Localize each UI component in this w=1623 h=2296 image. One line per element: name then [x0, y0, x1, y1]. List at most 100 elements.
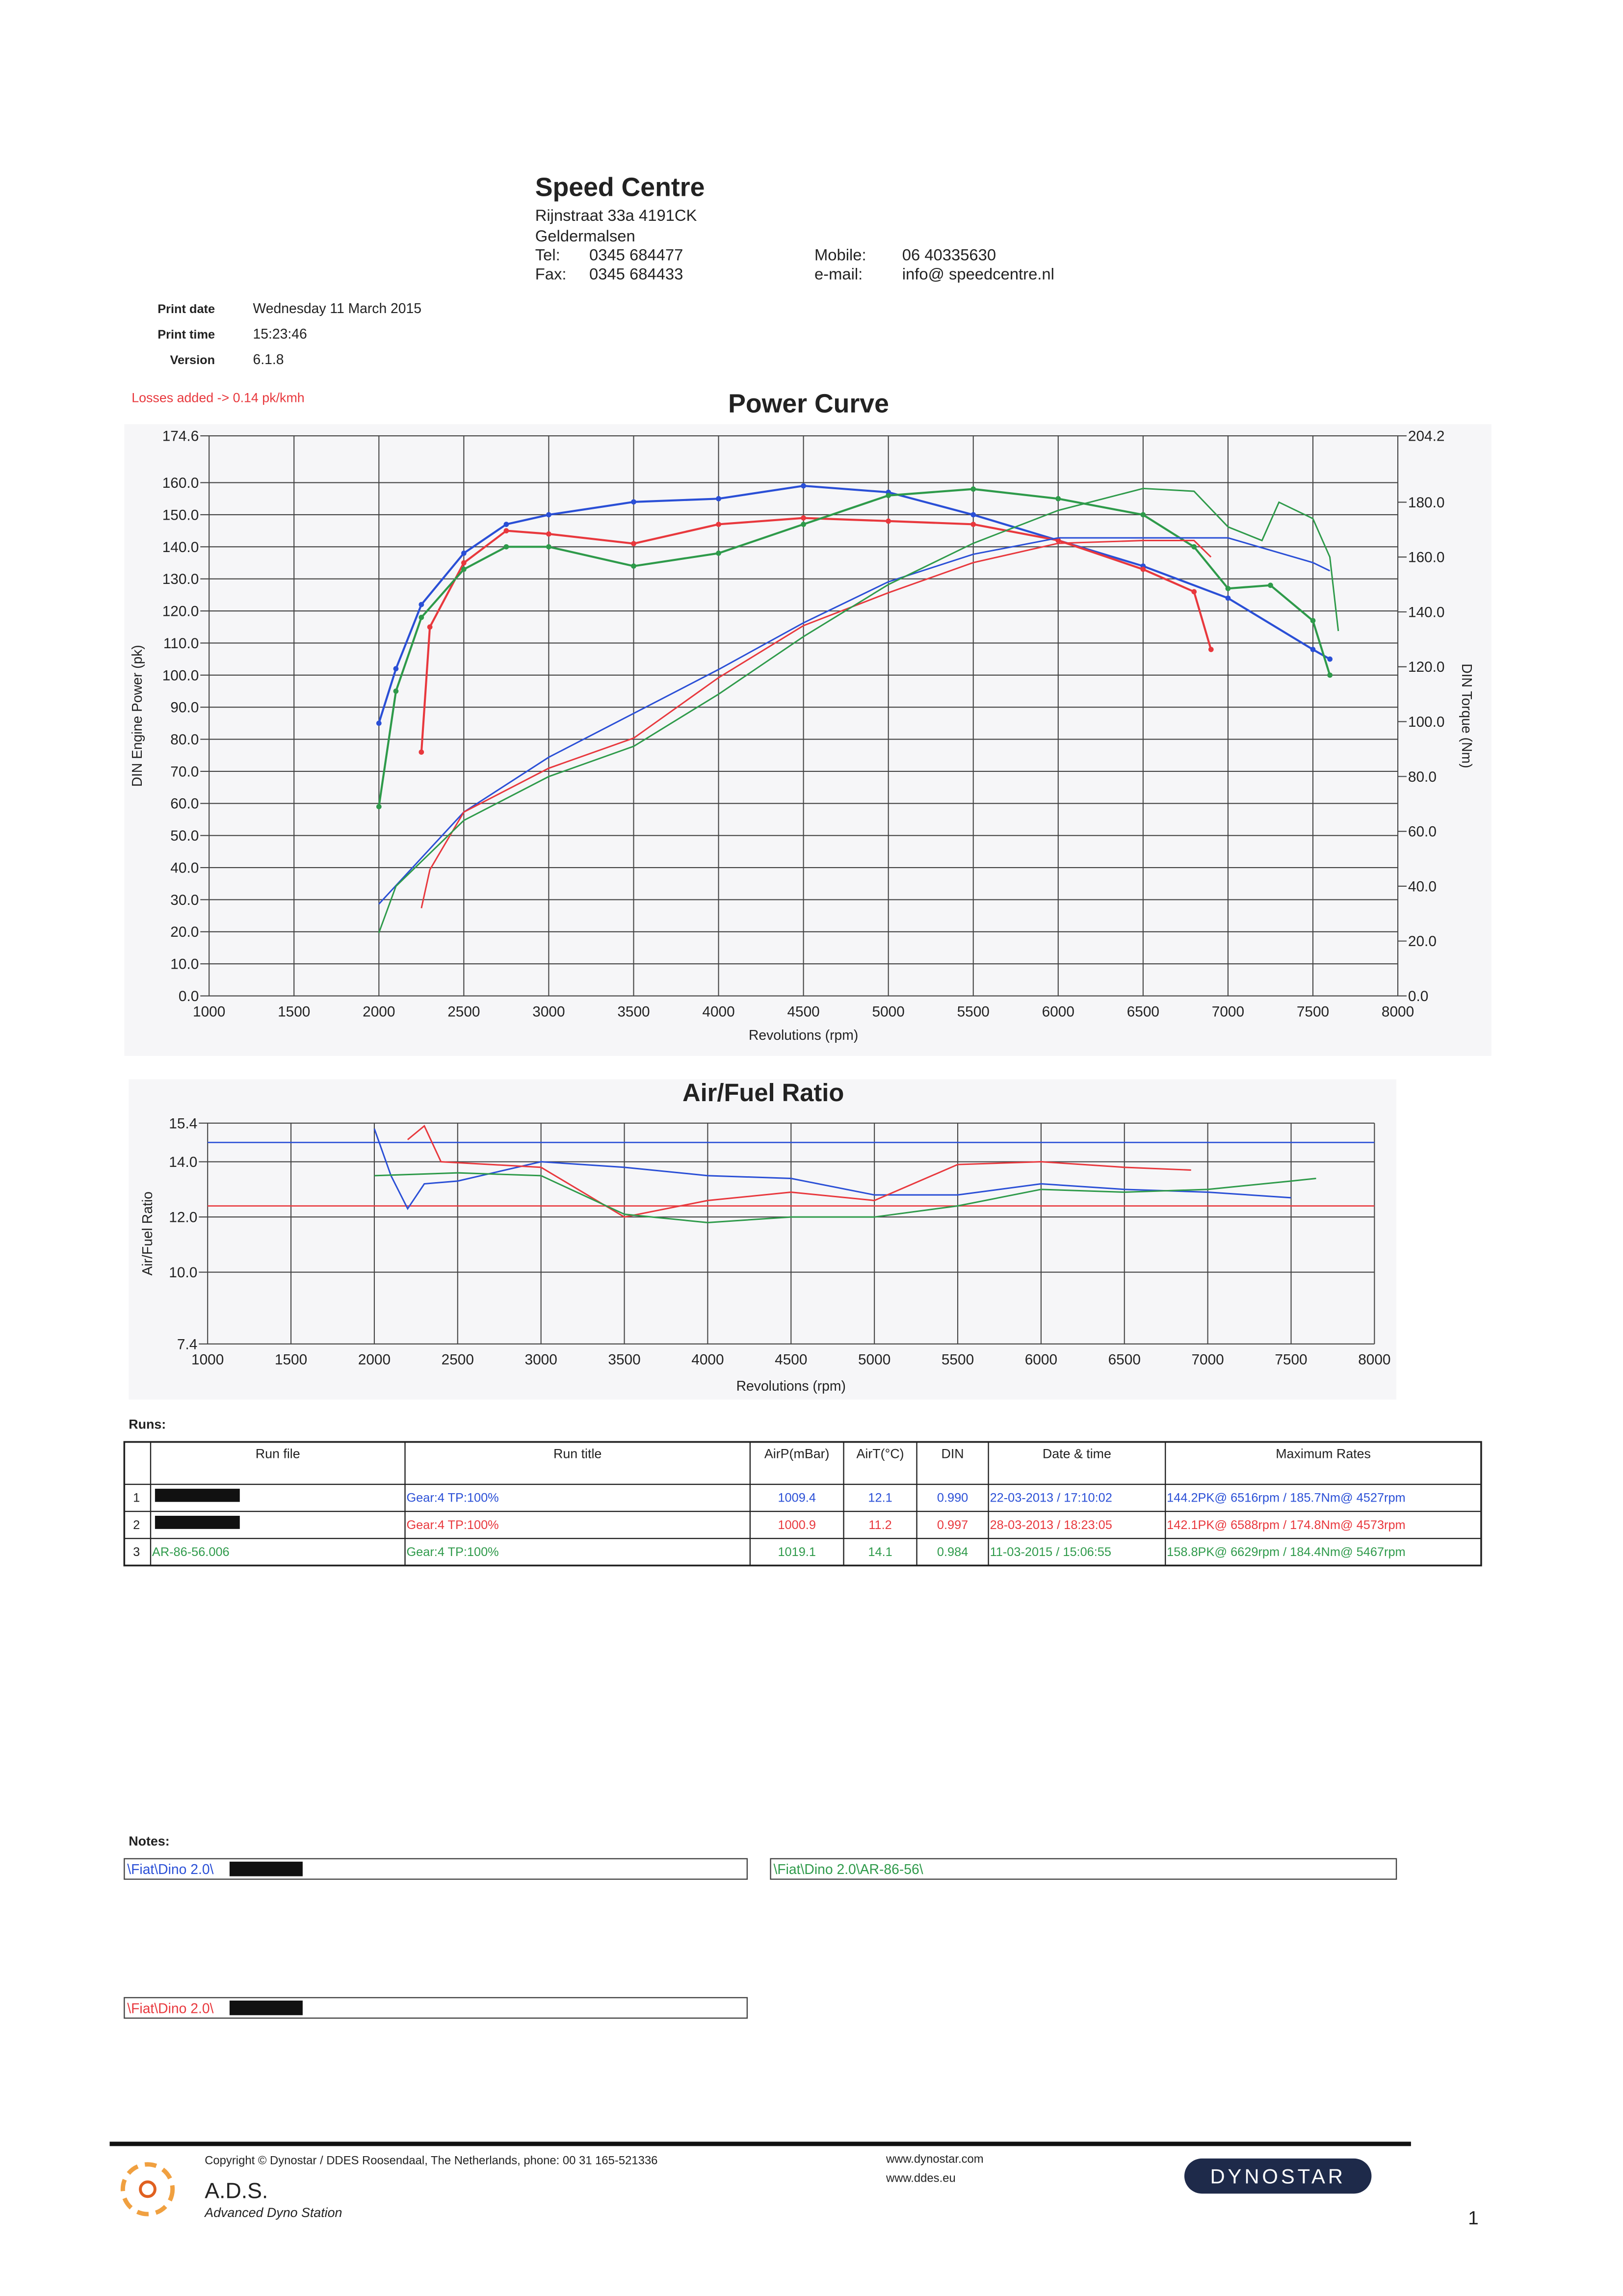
y-tick-label: 120.0 — [162, 604, 199, 620]
column-header: DIN — [941, 1446, 964, 1461]
table-cell: 22-03-2013 / 17:10:02 — [990, 1491, 1112, 1505]
y-tick-label: 30.0 — [170, 892, 199, 908]
y-tick-label: 0.0 — [179, 988, 199, 1004]
note-box — [124, 1997, 748, 2019]
x-tick-label: 6500 — [1127, 1003, 1159, 1020]
point-marker — [419, 749, 424, 755]
y-tick-label: 160.0 — [162, 475, 199, 491]
y-tick-label: 20.0 — [170, 924, 199, 940]
x-tick-label: 4500 — [775, 1352, 807, 1368]
x-tick-label: 5000 — [858, 1352, 890, 1368]
email-label: e-mail: — [814, 264, 863, 283]
copyright: Copyright © Dynostar / DDES Roosendaal, … — [205, 2154, 657, 2167]
x-tick-label: 1500 — [278, 1003, 310, 1020]
x-tick-label: 7500 — [1275, 1352, 1307, 1368]
y-tick-label: 7.4 — [177, 1336, 197, 1352]
point-marker — [461, 551, 467, 556]
y-axis-label: Air/Fuel Ratio — [139, 1191, 155, 1275]
chart-title: Air/Fuel Ratio — [682, 1079, 844, 1107]
table-cell: Gear:4 TP:100% — [406, 1545, 498, 1559]
point-marker — [419, 602, 424, 607]
x-axis-label: Revolutions (rpm) — [736, 1378, 846, 1394]
afr-panel — [129, 1079, 1397, 1400]
table-cell: Gear:4 TP:100% — [406, 1518, 498, 1532]
y2-tick-label: 60.0 — [1408, 824, 1437, 840]
redacted — [229, 1861, 303, 1876]
point-marker — [461, 566, 467, 572]
x-tick-label: 5500 — [942, 1352, 974, 1368]
point-marker — [1191, 589, 1197, 595]
x-tick-label: 8000 — [1358, 1352, 1390, 1368]
point-marker — [970, 486, 976, 492]
info-value: 6.1.8 — [253, 351, 284, 367]
x-tick-label: 5000 — [872, 1003, 905, 1020]
y2-tick-label: 180.0 — [1408, 495, 1445, 511]
fax: 0345 684433 — [589, 264, 683, 283]
series-line — [374, 1172, 1316, 1223]
point-marker — [503, 528, 509, 534]
point-marker — [970, 522, 976, 527]
point-marker — [546, 544, 551, 550]
y2-tick-label: 140.0 — [1408, 604, 1445, 620]
x-tick-label: 4000 — [702, 1003, 734, 1020]
info-label: Print time — [157, 328, 215, 342]
table-cell: 1009.4 — [778, 1491, 815, 1505]
table-cell: 142.1PK@ 6588rpm / 174.8Nm@ 4573rpm — [1167, 1518, 1405, 1532]
point-marker — [631, 541, 636, 547]
logo-text: DYNOSTAR — [1210, 2164, 1345, 2188]
y-tick-label: 80.0 — [170, 732, 199, 748]
x-axis-label: Revolutions (rpm) — [749, 1027, 858, 1043]
y-tick-label: 50.0 — [170, 828, 199, 844]
x-tick-label: 7000 — [1191, 1352, 1224, 1368]
ads-logo-core — [139, 2180, 157, 2198]
table-cell: 28-03-2013 / 18:23:05 — [990, 1518, 1112, 1532]
point-marker — [419, 614, 424, 620]
power-panel — [124, 424, 1492, 1056]
table-cell: 2 — [133, 1518, 140, 1532]
mobile: 06 40335630 — [902, 246, 996, 264]
point-marker — [393, 688, 399, 694]
series-line — [378, 487, 1339, 933]
x-tick-label: 1000 — [193, 1003, 225, 1020]
point-marker — [801, 483, 806, 489]
mobile-label: Mobile: — [814, 246, 866, 264]
x-tick-label: 8000 — [1382, 1003, 1414, 1020]
y2-tick-label: 0.0 — [1408, 988, 1428, 1004]
tel-label: Tel: — [535, 246, 560, 264]
x-tick-label: 5500 — [957, 1003, 990, 1020]
series-line — [420, 517, 1212, 752]
point-marker — [801, 522, 806, 527]
x-tick-label: 2500 — [442, 1352, 474, 1368]
series-line — [407, 1125, 1191, 1218]
point-marker — [631, 499, 636, 505]
y-tick-label: 60.0 — [170, 796, 199, 812]
point-marker — [376, 720, 382, 726]
table-cell: AR-86-56.006 — [152, 1545, 230, 1559]
table-cell: 0.990 — [937, 1491, 968, 1505]
brand-sub: Advanced Dyno Station — [204, 2205, 342, 2220]
info-label: Version — [170, 353, 215, 367]
x-tick-label: 4000 — [691, 1352, 724, 1368]
table-cell: 3 — [133, 1545, 140, 1559]
info-label: Print date — [157, 302, 215, 316]
table-cell: 11-03-2015 / 15:06:55 — [990, 1545, 1111, 1559]
point-marker — [376, 804, 382, 810]
y2-tick-label: 40.0 — [1408, 878, 1437, 895]
y2-tick-label: 80.0 — [1408, 769, 1437, 785]
losses-note: Losses added -> 0.14 pk/kmh — [131, 391, 305, 405]
column-header: Run file — [256, 1446, 300, 1461]
y-tick-label: 90.0 — [170, 700, 199, 716]
y-tick-label: 40.0 — [170, 860, 199, 876]
point-marker — [1208, 647, 1214, 652]
point-marker — [1055, 537, 1061, 543]
note-box — [124, 1858, 748, 1880]
point-marker — [1225, 585, 1231, 591]
ads-logo — [120, 2162, 175, 2217]
brand: A.D.S. — [205, 2179, 268, 2203]
column-header: Run title — [553, 1446, 602, 1461]
table-frame — [123, 1441, 1482, 1567]
x-tick-label: 6000 — [1042, 1003, 1074, 1020]
email: info@ speedcentre.nl — [902, 264, 1054, 283]
city: Geldermalsen — [535, 227, 635, 245]
